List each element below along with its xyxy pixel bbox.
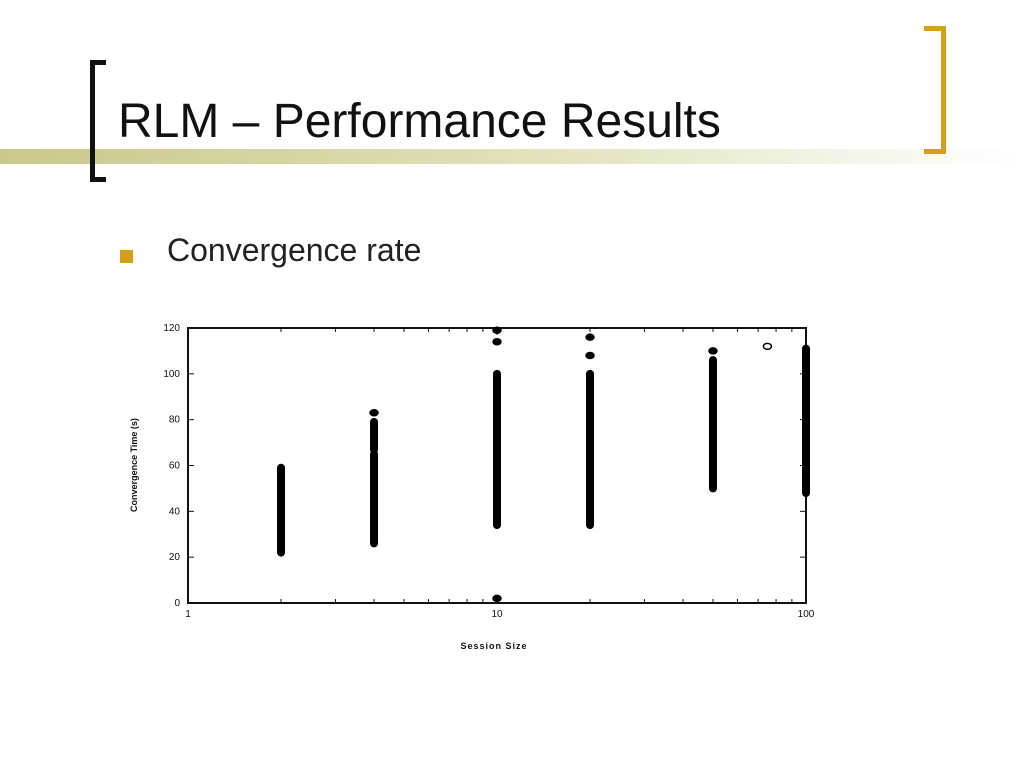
data-point xyxy=(492,338,502,346)
data-point xyxy=(708,347,718,355)
y-tick-label: 100 xyxy=(163,369,180,380)
bullet-square-icon xyxy=(120,250,133,263)
data-point xyxy=(762,342,773,351)
y-tick-label: 120 xyxy=(163,323,180,334)
x-tick-label: 100 xyxy=(798,609,815,620)
y-axis-label: Convergence Time (s) xyxy=(129,418,139,512)
x-tick-label: 10 xyxy=(491,609,503,620)
x-axis-label: Session Size xyxy=(460,641,527,651)
y-tick-label: 60 xyxy=(169,461,181,472)
data-point xyxy=(585,333,595,341)
y-tick-label: 80 xyxy=(169,415,181,426)
y-tick-label: 20 xyxy=(169,552,181,563)
title-band xyxy=(0,149,1024,164)
slide-title: RLM – Performance Results xyxy=(118,95,721,148)
left-bracket-decoration xyxy=(90,60,106,182)
data-point xyxy=(585,351,595,360)
data-point xyxy=(492,326,502,335)
y-tick-label: 40 xyxy=(169,506,181,517)
x-tick-label: 1 xyxy=(185,609,191,620)
y-tick-label: 0 xyxy=(174,598,180,609)
data-point xyxy=(492,594,502,603)
right-bracket-decoration xyxy=(924,26,946,154)
bullet-text: Convergence rate xyxy=(167,232,422,268)
chart-points xyxy=(277,326,810,603)
data-point xyxy=(369,409,379,417)
